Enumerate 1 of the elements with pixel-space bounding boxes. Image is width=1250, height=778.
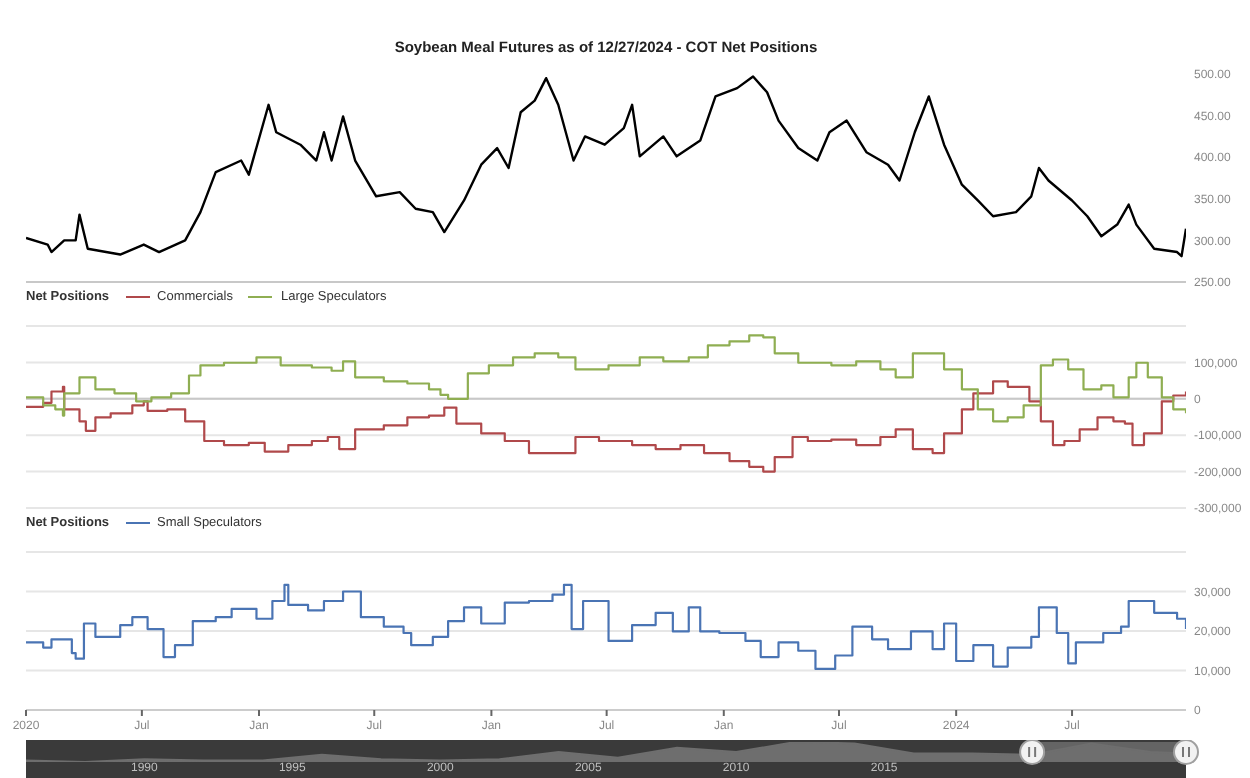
line-series xyxy=(26,75,1186,258)
